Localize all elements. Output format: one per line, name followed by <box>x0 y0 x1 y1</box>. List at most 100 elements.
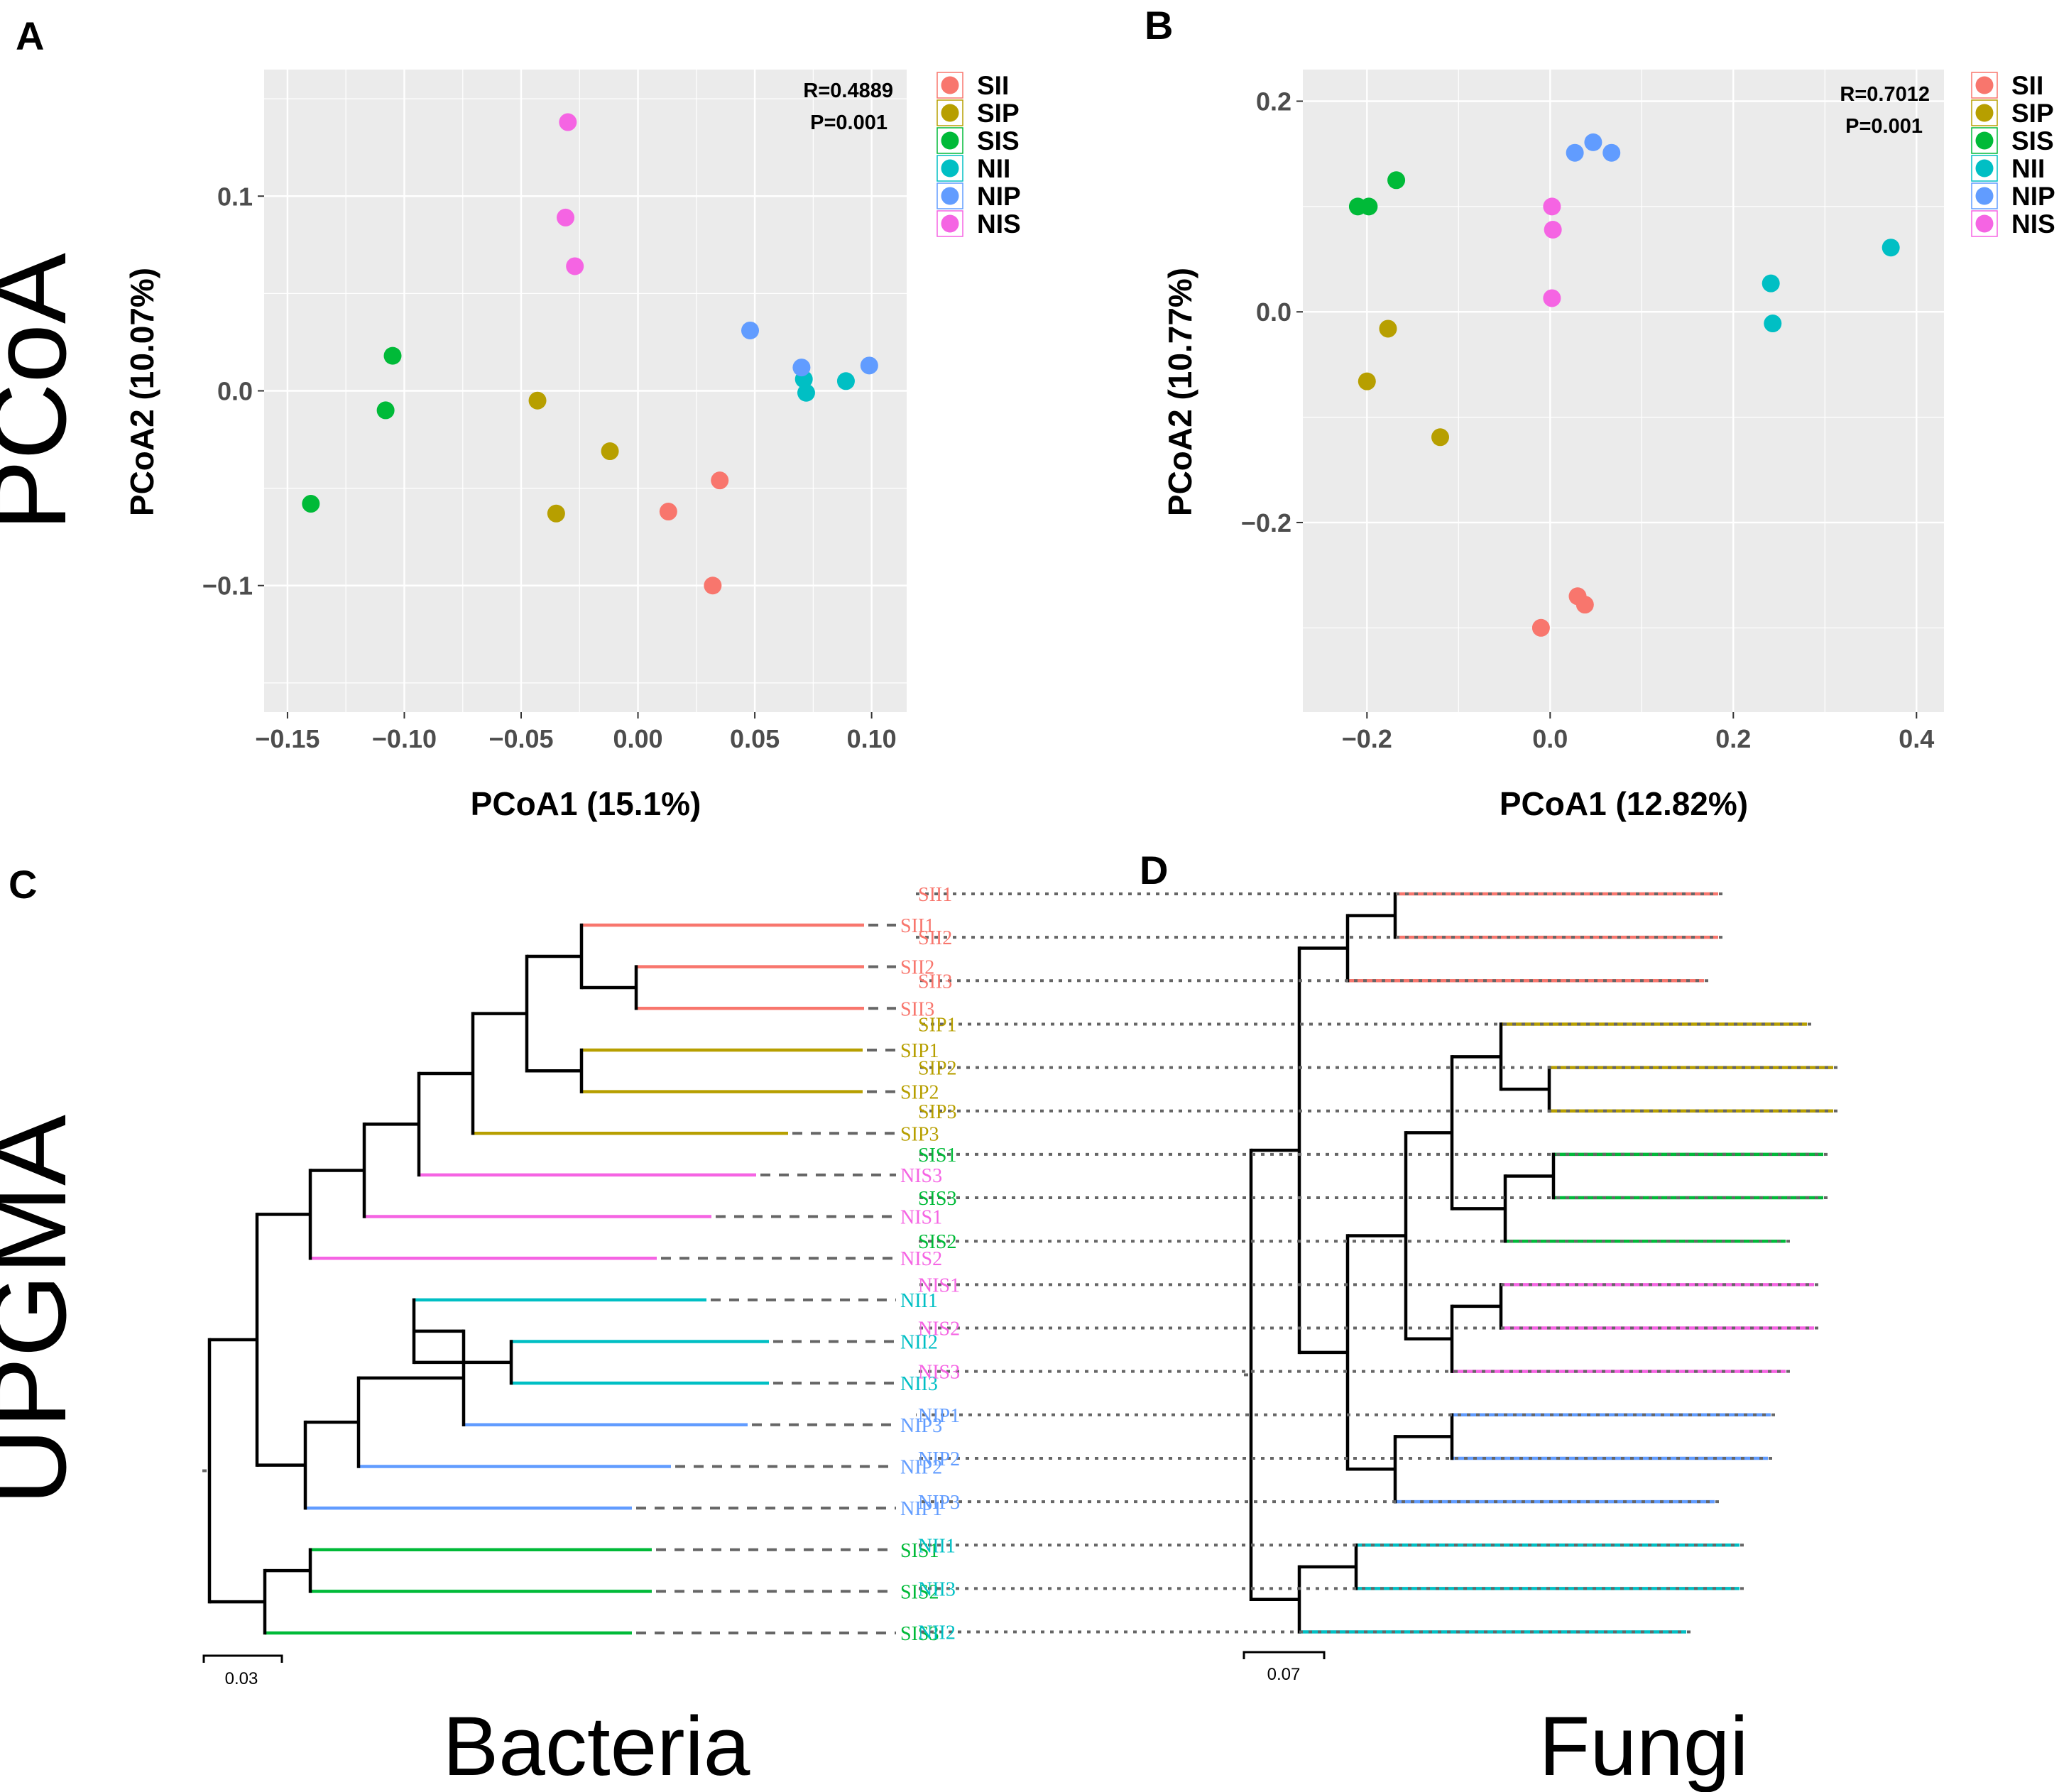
y-tick-label: 0.0 <box>1256 297 1291 327</box>
pcoa-plot-b: −0.2 0.0 0.2 0.4 −0.2 0.0 0.2 R=0.7012 P=0.001… <box>1162 70 2055 822</box>
data-points-a <box>302 113 878 595</box>
y-tick-label: −0.2 <box>1241 508 1291 537</box>
leaf-label-sii3: SII3 <box>900 998 934 1020</box>
y-axis-title-b: PCoA2 (10.77%) <box>1162 268 1198 516</box>
legend-swatch-sis <box>1975 131 1994 150</box>
leaf-label-sis1: SIS1 <box>900 1540 939 1562</box>
gridlines-a <box>264 70 907 712</box>
leaf-label-nii1: NII1 <box>900 1290 938 1312</box>
legend-swatch-sip <box>941 104 959 122</box>
leaf-label-sip2: SIP2 <box>918 1058 956 1080</box>
point-nis <box>1544 221 1562 239</box>
legend-swatch-sis <box>941 131 959 150</box>
point-nip <box>1566 143 1584 162</box>
leaf-label-nip3: NIP3 <box>918 1492 960 1514</box>
point-nii <box>836 372 855 390</box>
scale-bar-d <box>1242 1651 1326 1659</box>
leaf-label-nip2: NIP2 <box>900 1456 942 1478</box>
leaf-label-nii3: NII3 <box>918 1578 956 1600</box>
leaf-label-sii2: SII2 <box>918 927 952 949</box>
point-nis <box>1543 197 1561 216</box>
legend-label-nii: NII <box>2011 154 2045 183</box>
leaf-label-sip1: SIP1 <box>900 1040 939 1062</box>
stat-p-a: P=0.001 <box>810 111 888 134</box>
plot-area-b <box>1303 70 1944 712</box>
col-label-bacteria: Bacteria <box>443 1700 750 1792</box>
panel-label-a: A <box>16 13 44 58</box>
legend-label-sii: SII <box>977 71 1009 100</box>
point-sip <box>1431 428 1449 447</box>
legend-swatch-nip <box>1975 187 1994 205</box>
legend-label-sis: SIS <box>977 126 1020 155</box>
leaf-label-nip1: NIP1 <box>918 1405 960 1427</box>
leaf-label-nis3: NIS3 <box>900 1165 942 1187</box>
x-tick-label: 0.00 <box>613 724 663 753</box>
point-nis <box>557 208 575 226</box>
y-tick-label: 0.0 <box>217 377 253 406</box>
tree-leaves-d: SII1 SII2 SII3 SIP1 SIP2 SIP3 SIS1 SIS3 SIS2 NIS1… <box>916 884 1837 1644</box>
legend-label-sis: SIS <box>2011 126 2054 155</box>
leaf-label-sii3: SII3 <box>918 971 952 993</box>
leaf-label-sis2: SIS2 <box>918 1231 956 1253</box>
legend-label-nip: NIP <box>977 182 1021 211</box>
leaf-label-nip1: NIP1 <box>900 1498 942 1520</box>
panel-label-b: B <box>1145 3 1173 48</box>
point-sip <box>528 391 547 410</box>
point-sip <box>1358 372 1376 390</box>
col-label-fungi: Fungi <box>1539 1700 1748 1792</box>
point-sii <box>711 471 729 490</box>
legend-swatch-nis <box>941 214 959 233</box>
data-points-b <box>1348 133 1900 637</box>
leaf-label-nis3: NIS3 <box>918 1362 960 1384</box>
leaf-label-nii2: NII2 <box>918 1622 956 1644</box>
leaf-label-sii1: SII1 <box>900 915 934 937</box>
leaf-label-nip3: NIP3 <box>900 1415 942 1437</box>
point-nip <box>741 321 760 339</box>
leaf-label-sis1: SIS1 <box>918 1144 956 1167</box>
point-sis <box>1387 171 1406 190</box>
leaf-label-sii1: SII1 <box>918 884 952 906</box>
stat-r-b: R=0.7012 <box>1840 83 1930 106</box>
leaf-label-sip2: SIP2 <box>900 1082 939 1104</box>
legend-label-nii: NII <box>977 154 1010 183</box>
point-sii <box>1531 618 1550 637</box>
leaf-label-nis1: NIS1 <box>918 1274 960 1296</box>
legend-swatch-nii <box>941 159 959 177</box>
x-axis-title-b: PCoA1 (12.82%) <box>1500 785 1748 822</box>
tree-branches-c <box>202 923 864 1635</box>
legend-swatch-nis <box>1975 214 1994 233</box>
gridlines-b <box>1303 70 1944 712</box>
x-tick-label: 0.10 <box>847 724 897 753</box>
legend-swatch-sip <box>1975 104 1994 122</box>
upgma-tree-fungi: SII1 SII2 SII3 SIP1 SIP2 SIP3 SIS1 SIS3 SIS2 NIS1… <box>916 884 1837 1684</box>
point-sip <box>601 442 619 461</box>
point-nii <box>1882 239 1900 257</box>
legend-label-sip: SIP <box>977 99 1020 128</box>
legend-swatch-nip <box>941 187 959 205</box>
leaf-label-nis1: NIS1 <box>900 1207 942 1229</box>
point-nis <box>566 257 584 275</box>
axis-ticks-a: −0.15 −0.10 −0.05 0.00 0.05 0.10 −0.1 0.0 0.1 <box>202 182 897 753</box>
legend-label-nis: NIS <box>2011 209 2055 239</box>
point-sip <box>1379 319 1397 338</box>
tree-branches-d <box>1244 892 1833 1634</box>
pcoa-plot-a: −0.15 −0.10 −0.05 0.00 0.05 0.10 −0.1 0.0 0.1 R=… <box>124 70 1021 822</box>
point-nis <box>559 113 577 131</box>
point-sis <box>376 401 395 420</box>
leaf-label-nii2: NII2 <box>900 1332 938 1354</box>
leaf-label-sip3: SIP3 <box>918 1101 956 1123</box>
leaf-label-nip2: NIP2 <box>918 1448 960 1470</box>
legend-label-sii: SII <box>2011 71 2043 100</box>
leaf-label-sip1: SIP1 <box>918 1014 956 1036</box>
x-tick-label: −0.05 <box>488 724 553 753</box>
point-nii <box>1764 315 1782 333</box>
x-tick-label: 0.05 <box>730 724 780 753</box>
leaf-label-sii2: SII2 <box>900 957 934 979</box>
point-sii <box>1575 596 1594 614</box>
x-tick-label: −0.10 <box>372 724 437 753</box>
y-tick-label: 0.2 <box>1256 87 1291 116</box>
row-label-pcoa: PCoA <box>0 253 88 531</box>
